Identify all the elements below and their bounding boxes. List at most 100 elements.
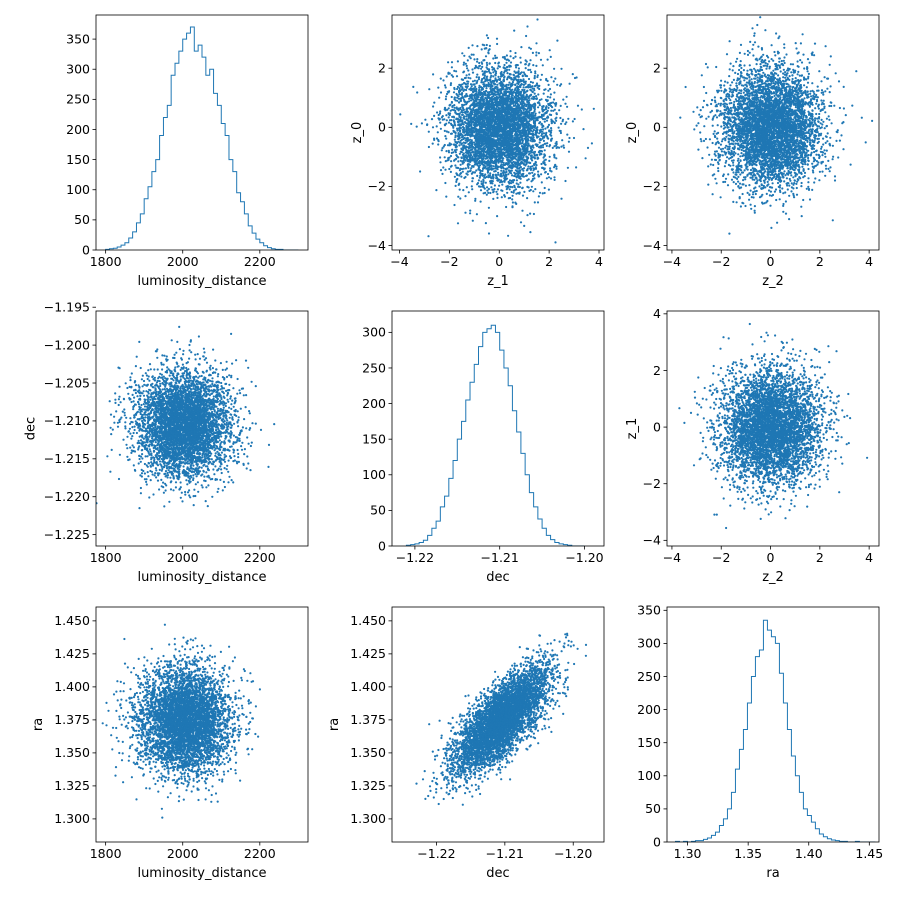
scatter-point	[492, 165, 495, 168]
scatter-point	[476, 164, 479, 167]
scatter-point	[431, 142, 434, 145]
scatter-point	[466, 82, 469, 85]
scatter-point	[499, 160, 503, 163]
scatter-point	[410, 122, 413, 125]
scatter-point	[458, 127, 461, 130]
scatter-point	[542, 139, 546, 142]
scatter-point	[535, 64, 538, 67]
scatter-point	[444, 86, 447, 89]
scatter-point	[469, 83, 473, 86]
scatter-point	[532, 169, 535, 172]
scatter-point	[492, 138, 495, 141]
scatter-point	[478, 84, 481, 87]
scatter-point	[465, 107, 469, 110]
scatter-point	[503, 154, 506, 157]
scatter-point	[495, 85, 498, 88]
scatter-point	[455, 166, 458, 169]
scatter-point	[490, 114, 493, 117]
scatter-point	[459, 99, 463, 102]
scatter-point	[469, 77, 472, 80]
scatter-point	[536, 126, 539, 129]
scatter-point	[517, 71, 520, 74]
scatter-point	[513, 174, 516, 178]
scatter-point	[507, 149, 510, 152]
scatter-point	[507, 156, 510, 159]
scatter-point	[437, 140, 440, 143]
scatter-point	[528, 120, 531, 123]
scatter-point	[487, 124, 490, 127]
scatter-point	[501, 56, 505, 59]
scatter-point	[524, 147, 527, 150]
scatter-point	[506, 185, 509, 188]
scatter-point	[550, 76, 553, 79]
scatter-point	[527, 68, 530, 71]
scatter-point	[530, 185, 534, 188]
scatter-point	[496, 67, 499, 70]
scatter-point	[501, 95, 504, 99]
scatter-point	[519, 61, 522, 64]
scatter-point	[508, 68, 511, 71]
scatter-point	[462, 108, 465, 111]
y-tick-label: 100	[66, 182, 90, 197]
scatter-point	[472, 83, 475, 86]
scatter-point	[458, 123, 461, 126]
scatter-point	[481, 98, 484, 101]
scatter-point	[469, 99, 473, 102]
scatter-point	[505, 118, 509, 121]
scatter-point	[488, 79, 491, 82]
scatter-point	[487, 187, 490, 191]
scatter-point	[523, 160, 527, 163]
scatter-point	[582, 128, 585, 131]
scatter-point	[523, 88, 526, 91]
scatter-point	[461, 113, 464, 116]
scatter-point	[504, 114, 507, 117]
scatter-point	[468, 97, 471, 100]
scatter-point	[467, 143, 470, 146]
scatter-point	[450, 119, 453, 122]
scatter-point	[467, 154, 471, 157]
scatter-point	[465, 95, 468, 98]
y-tick-label: 250	[66, 92, 90, 107]
x-axis-label: luminosity_distance	[137, 274, 266, 289]
scatter-point	[462, 144, 465, 147]
scatter-point	[506, 132, 509, 136]
scatter-point	[515, 182, 518, 185]
scatter-point	[497, 65, 500, 68]
scatter-point	[464, 121, 467, 124]
scatter-point	[492, 197, 495, 200]
scatter-point	[454, 184, 457, 187]
scatter-point	[556, 146, 559, 149]
scatter-point	[533, 177, 536, 180]
scatter-point	[487, 52, 490, 55]
scatter-point	[495, 148, 498, 151]
scatter-point	[529, 161, 532, 165]
scatter-point	[457, 120, 461, 123]
scatter-point	[520, 46, 523, 49]
scatter-point	[510, 132, 514, 135]
scatter-point	[456, 177, 459, 181]
scatter-point	[543, 161, 546, 164]
scatter-point	[548, 144, 552, 147]
scatter-point	[535, 42, 538, 45]
scatter-point	[478, 135, 481, 138]
scatter-point	[447, 157, 450, 160]
scatter-point	[472, 87, 475, 90]
scatter-point	[519, 135, 523, 138]
scatter-point	[513, 110, 516, 113]
scatter-point	[531, 165, 534, 168]
scatter-point	[469, 116, 473, 119]
scatter-point	[545, 119, 549, 122]
scatter-point	[473, 153, 476, 157]
scatter-point	[476, 157, 479, 160]
scatter-point	[482, 157, 485, 160]
scatter-point	[540, 134, 543, 137]
scatter-point	[479, 171, 482, 175]
scatter-point	[494, 161, 497, 165]
scatter-point	[531, 116, 534, 119]
scatter-point	[450, 101, 453, 104]
scatter-point	[456, 60, 459, 63]
scatter-point	[506, 113, 509, 116]
scatter-point	[476, 45, 479, 48]
scatter-point	[469, 160, 472, 163]
